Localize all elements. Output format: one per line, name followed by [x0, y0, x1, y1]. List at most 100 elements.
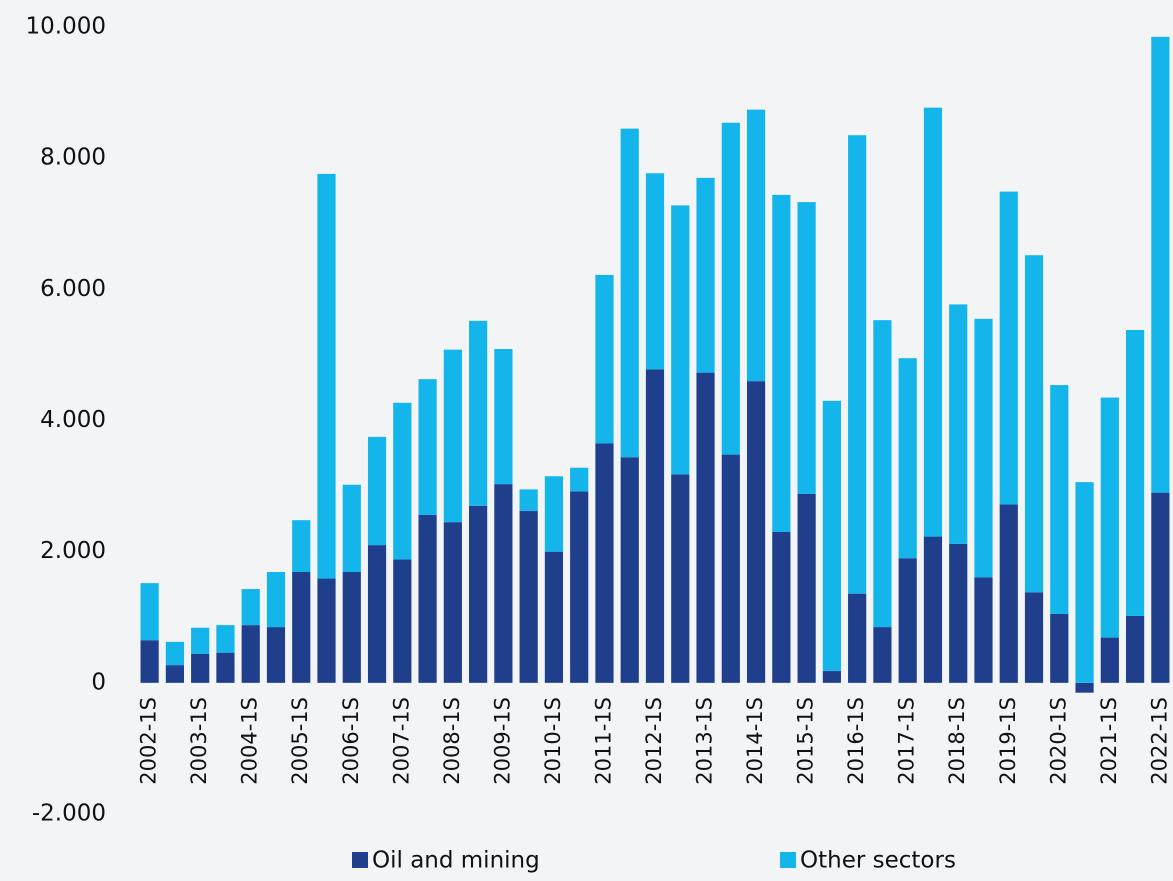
bar-segment [746, 109, 766, 382]
bar-segment [140, 640, 159, 683]
bar-segment [772, 194, 791, 532]
bar-segment [140, 583, 159, 641]
bar-segment [923, 107, 943, 537]
y-tick-label: 2.000 [40, 538, 106, 564]
x-tick-label: 2005-1S [288, 697, 312, 785]
x-tick-label: 2011-1S [591, 697, 615, 785]
bar-segment [696, 372, 715, 683]
bar-segment [1024, 592, 1044, 683]
bar-segment [519, 489, 538, 512]
y-tick-label: 0 [91, 669, 106, 695]
bar-segment [469, 320, 488, 506]
bar-segment [671, 474, 690, 683]
x-tick-label: 2016-1S [844, 697, 868, 785]
bar-segment [898, 358, 917, 559]
x-tick-label: 2010-1S [541, 697, 565, 785]
bar-segment [1075, 682, 1094, 693]
bar-segment [266, 571, 286, 628]
bar-segment [216, 652, 235, 683]
bar-segment [418, 379, 437, 515]
bar-segment [443, 522, 462, 683]
bar-segment [1024, 255, 1044, 593]
bar-segment [1151, 36, 1170, 493]
bar-segment [241, 625, 260, 683]
bar-segment [292, 571, 311, 683]
bar-segment [1050, 613, 1069, 683]
bar-segment [746, 381, 766, 683]
bar-segment [418, 514, 437, 683]
bar-segment [393, 402, 412, 560]
bar-segment [848, 135, 867, 594]
x-tick-label: 2017-1S [895, 697, 919, 785]
bar-segment [1126, 329, 1145, 616]
bar-segment [949, 543, 968, 683]
y-tick-label: 4.000 [40, 407, 106, 433]
bar-segment [620, 128, 639, 458]
bar-segment [721, 454, 740, 683]
bar-segment [974, 577, 993, 683]
bar-segment [165, 665, 184, 683]
bar-segment [241, 589, 260, 626]
bar-segment [367, 545, 387, 683]
bar-segment [1126, 615, 1145, 683]
bar-segment [1100, 637, 1119, 683]
bar-segment [898, 558, 917, 683]
bar-segment [822, 400, 841, 672]
bar-segment [873, 627, 892, 683]
bar-segment [595, 274, 614, 444]
bar-segment [797, 493, 816, 683]
bar-segment [443, 349, 462, 523]
x-tick-label: 2008-1S [440, 697, 464, 785]
bar-segment [999, 191, 1018, 505]
bar-segment [544, 476, 564, 552]
x-tick-label: 2018-1S [945, 697, 969, 785]
bar-segment [696, 177, 715, 373]
x-tick-label: 2004-1S [238, 697, 262, 785]
x-tick-label: 2014-1S [743, 697, 767, 785]
bar-segment [570, 491, 589, 683]
x-tick-label: 2012-1S [642, 697, 666, 785]
legend-label: Other sectors [800, 848, 956, 874]
bar-segment [544, 551, 564, 683]
bar-segment [393, 559, 412, 683]
bar-segment [949, 304, 968, 544]
bar-segment [191, 653, 210, 683]
bar-segment [848, 593, 867, 683]
y-tick-label: 6.000 [40, 276, 106, 302]
bar-segment [1075, 482, 1094, 683]
bar-segment [216, 625, 235, 653]
bar-segment [519, 511, 538, 683]
bar-segment [1100, 397, 1119, 638]
bar-segment [165, 641, 184, 666]
legend-swatch [780, 852, 796, 868]
bar-segment [292, 520, 311, 572]
bar-segment [342, 571, 361, 683]
bar-segment [494, 484, 513, 683]
x-tick-label: 2006-1S [339, 697, 363, 785]
bar-segment [1151, 492, 1170, 683]
x-tick-label: 2019-1S [996, 697, 1020, 785]
bar-segment [772, 531, 791, 683]
bar-segment [671, 205, 690, 475]
bar-segment [266, 627, 286, 683]
bar-segment [317, 578, 336, 683]
x-tick-label: 2002-1S [137, 697, 161, 785]
x-tick-label: 2009-1S [490, 697, 514, 785]
bar-segment [494, 349, 513, 485]
legend-label: Oil and mining [372, 848, 540, 874]
bar-segment [822, 671, 841, 683]
bar-segment [367, 436, 387, 546]
x-tick-label: 2021-1S [1097, 697, 1121, 785]
bar-segment [873, 320, 892, 628]
bar-segment [721, 122, 740, 455]
x-tick-label: 2022-1S [1147, 697, 1171, 785]
x-tick-label: 2003-1S [187, 697, 211, 785]
bar-segment [342, 484, 361, 572]
bar-segment [317, 173, 336, 579]
bar-segment [645, 173, 665, 370]
x-tick-label: 2020-1S [1046, 697, 1070, 785]
bar-segment [999, 504, 1018, 683]
bar-segment [191, 627, 210, 654]
bar-segment [1050, 385, 1069, 614]
